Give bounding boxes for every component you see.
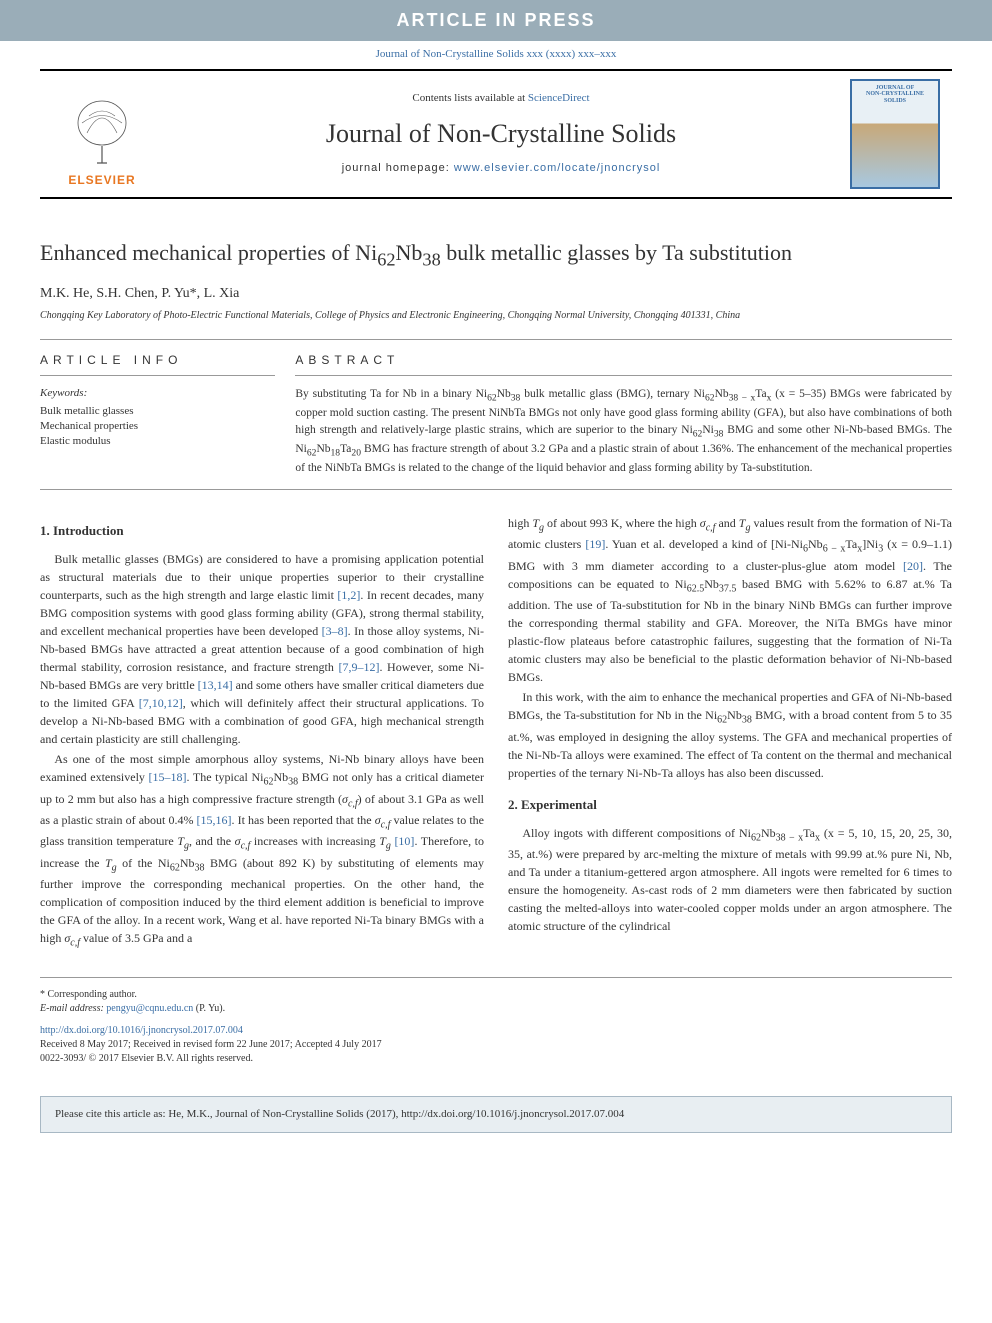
info-abstract-row: ARTICLE INFO Keywords: Bulk metallic gla…: [40, 339, 952, 490]
corresponding-author-label: * Corresponding author.: [40, 988, 952, 1002]
left-column: 1. Introduction Bulk metallic glasses (B…: [40, 514, 484, 953]
article-info-block: ARTICLE INFO Keywords: Bulk metallic gla…: [40, 352, 295, 477]
abstract-heading: ABSTRACT: [295, 352, 952, 376]
journal-ref-top: Journal of Non-Crystalline Solids xxx (x…: [0, 41, 992, 68]
body-columns: 1. Introduction Bulk metallic glasses (B…: [40, 514, 952, 953]
email-label: E-mail address:: [40, 1003, 106, 1014]
cite-this-article-box: Please cite this article as: He, M.K., J…: [40, 1096, 952, 1133]
article-in-press-banner: ARTICLE IN PRESS: [0, 0, 992, 41]
journal-cover-thumbnail: JOURNAL OF NON-CRYSTALLINE SOLIDS: [850, 79, 940, 189]
keyword-item: Elastic modulus: [40, 434, 275, 449]
journal-header: ELSEVIER Contents lists available at Sci…: [40, 69, 952, 199]
right-column: high Tg of about 993 K, where the high σ…: [508, 514, 952, 953]
experimental-heading: 2. Experimental: [508, 796, 952, 814]
elsevier-label: ELSEVIER: [68, 172, 135, 189]
contents-lists-line: Contents lists available at ScienceDirec…: [152, 91, 850, 106]
cover-title-line1: JOURNAL OF: [876, 85, 915, 92]
introduction-heading: 1. Introduction: [40, 522, 484, 540]
article-title: Enhanced mechanical properties of Ni62Nb…: [40, 239, 952, 272]
experimental-paragraph-1: Alloy ingots with different compositions…: [508, 824, 952, 935]
cover-title-line2: NON-CRYSTALLINE SOLIDS: [856, 91, 934, 104]
contents-prefix: Contents lists available at: [412, 92, 527, 104]
elsevier-tree-icon: [67, 98, 137, 168]
footer-area: * Corresponding author. E-mail address: …: [40, 977, 952, 1066]
keyword-item: Bulk metallic glasses: [40, 404, 275, 419]
affiliation-line: Chongqing Key Laboratory of Photo-Electr…: [40, 309, 952, 323]
article-info-heading: ARTICLE INFO: [40, 352, 275, 376]
intro-paragraph-3: high Tg of about 993 K, where the high σ…: [508, 514, 952, 686]
copyright-line: 0022-3093/ © 2017 Elsevier B.V. All righ…: [40, 1052, 952, 1066]
journal-title: Journal of Non-Crystalline Solids: [152, 116, 850, 152]
abstract-text: By substituting Ta for Nb in a binary Ni…: [295, 386, 952, 477]
header-center: Contents lists available at ScienceDirec…: [152, 91, 850, 176]
abstract-block: ABSTRACT By substituting Ta for Nb in a …: [295, 352, 952, 477]
elsevier-logo: ELSEVIER: [52, 79, 152, 189]
keyword-item: Mechanical properties: [40, 419, 275, 434]
keywords-label: Keywords:: [40, 386, 275, 401]
authors-line: M.K. He, S.H. Chen, P. Yu*, L. Xia: [40, 284, 952, 304]
homepage-link[interactable]: www.elsevier.com/locate/jnoncrysol: [454, 162, 660, 174]
doi-link[interactable]: http://dx.doi.org/10.1016/j.jnoncrysol.2…: [40, 1025, 243, 1036]
journal-homepage-line: journal homepage: www.elsevier.com/locat…: [152, 161, 850, 176]
email-line: E-mail address: pengyu@cqnu.edu.cn (P. Y…: [40, 1002, 952, 1016]
intro-paragraph-2: As one of the most simple amorphous allo…: [40, 750, 484, 950]
intro-paragraph-1: Bulk metallic glasses (BMGs) are conside…: [40, 550, 484, 748]
sciencedirect-link[interactable]: ScienceDirect: [528, 92, 590, 104]
received-line: Received 8 May 2017; Received in revised…: [40, 1038, 952, 1052]
content-area: Enhanced mechanical properties of Ni62Nb…: [0, 199, 992, 1086]
homepage-prefix: journal homepage:: [342, 162, 454, 174]
email-suffix: (P. Yu).: [193, 1003, 225, 1014]
email-link[interactable]: pengyu@cqnu.edu.cn: [106, 1003, 193, 1014]
intro-paragraph-4: In this work, with the aim to enhance th…: [508, 688, 952, 781]
